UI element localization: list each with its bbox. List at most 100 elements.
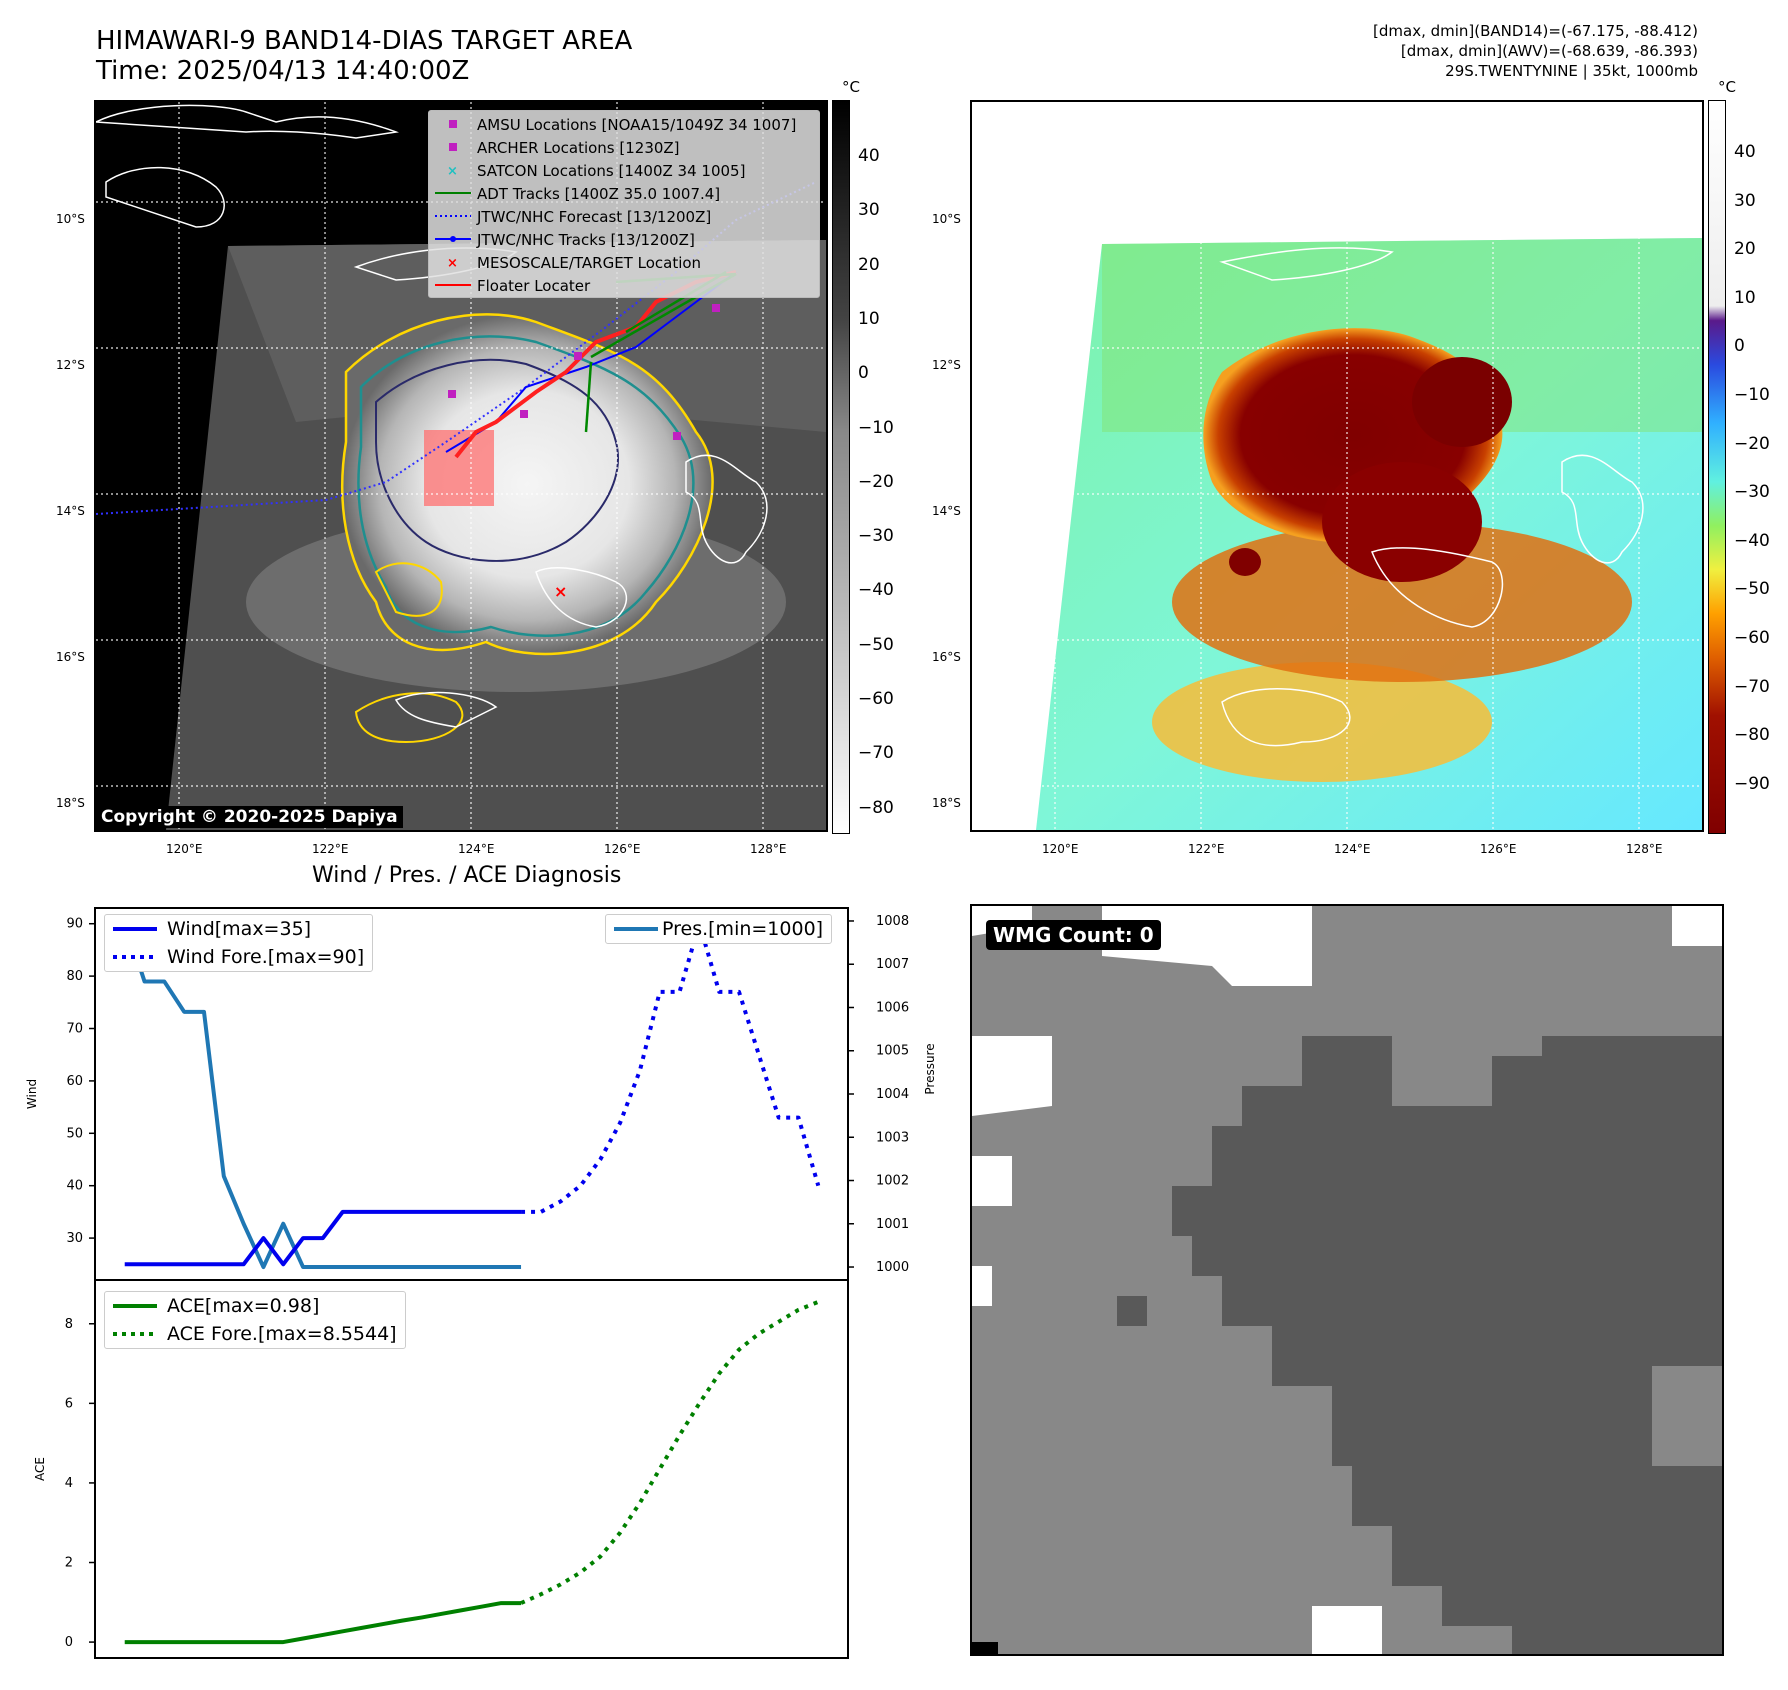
awv-map-image [972,102,1702,830]
wmg-panel [970,904,1724,1656]
legend-label: AMSU Locations [NOAA15/1049Z 34 1007] [477,115,797,134]
gray-colorbar-unit: °C [842,78,860,96]
legend-symbol: × [433,162,473,180]
map-legend-item: ADT Tracks [1400Z 35.0 1007.4] [429,182,819,205]
lat-label: 14°S [56,504,85,518]
pres-axis-label: Pressure [923,1043,937,1094]
ace-fore-legend-swatch [113,1332,157,1336]
lat-label: 12°S [932,358,961,372]
pres-line [122,920,522,1270]
lon-label: 120°E [1042,842,1079,856]
color-colorbar-tick: −30 [1734,482,1770,503]
ace-legend-swatch [113,1304,157,1308]
legend-symbol [433,116,473,134]
legend-label: Floater Locater [477,276,591,295]
lat-label: 10°S [932,212,961,226]
legend-symbol [433,231,473,249]
color-colorbar-tick: −10 [1734,385,1770,405]
legend-label: SATCON Locations [1400Z 34 1005] [477,161,746,180]
figure-title-line1: HIMAWARI-9 BAND14-DIAS TARGET AREA [96,26,633,56]
wmg-count-badge: WMG Count: 0 [986,920,1161,950]
pres-legend: Pres.[min=1000] [605,914,833,944]
map-legend-item: Floater Locater [429,274,819,297]
copyright-label: Copyright © 2020-2025 Dapiya [96,806,403,828]
gray-colorbar-tick: −40 [858,580,894,601]
legend-label: JTWC/NHC Forecast [13/1200Z] [477,207,712,226]
color-colorbar-tick: −40 [1734,530,1770,551]
color-colorbar-tick: 0 [1734,336,1745,357]
ir-map-panel: × AMSU Locations [NOAA15/1049Z 34 1007] A… [94,100,828,832]
gray-colorbar-tick: −70 [858,743,894,764]
legend-symbol [433,277,473,295]
wind-fore-legend-swatch [113,955,157,959]
legend-label: MESOSCALE/TARGET Location [477,253,702,272]
diagnosis-title: Wind / Pres. / ACE Diagnosis [312,863,622,888]
gray-colorbar-tick: −60 [858,689,894,709]
ace-line [124,1601,522,1645]
svg-text:×: × [447,256,458,268]
legend-label: ADT Tracks [1400Z 35.0 1007.4] [477,184,721,203]
pres-ytick-label: 1003 [876,1130,909,1145]
color-colorbar-tick: −90 [1734,773,1770,794]
wind-axis-label: Wind [25,1079,39,1109]
gray-colorbar [832,100,850,834]
legend-label: ARCHER Locations [1230Z] [477,138,680,157]
lon-label: 126°E [604,842,641,856]
gray-colorbar-tick: −50 [858,634,894,655]
wind-ytick-label: 50 [66,1126,83,1141]
ir-map-image: × [96,102,826,830]
color-colorbar-tick: −60 [1734,628,1770,648]
lon-label: 126°E [1480,842,1517,856]
color-colorbar-tick: −20 [1734,433,1770,454]
legend-symbol [433,208,473,226]
lon-label: 128°E [750,842,787,856]
color-colorbar [1708,100,1726,834]
map-legend-item: AMSU Locations [NOAA15/1049Z 34 1007] [429,113,819,136]
color-colorbar-tick: 30 [1734,190,1756,211]
gray-colorbar-tick: −30 [858,526,894,547]
ace-ytick-label: 2 [65,1556,73,1571]
legend-symbol [433,185,473,203]
color-colorbar-tick: 40 [1734,142,1756,162]
pres-ytick-label: 1000 [876,1260,909,1275]
color-colorbar-unit: °C [1718,78,1736,96]
lon-label: 124°E [1334,842,1371,856]
map-legend-item: ARCHER Locations [1230Z] [429,136,819,159]
lon-label: 122°E [1188,842,1225,856]
lat-label: 16°S [56,650,85,664]
figure-title-line2: Time: 2025/04/13 14:40:00Z [96,56,470,86]
ace-axis-label: ACE [33,1457,47,1481]
awv-map-panel [970,100,1704,832]
svg-text:×: × [554,582,567,601]
svg-text:×: × [447,164,458,176]
wind-ytick-label: 30 [66,1231,83,1246]
ace-ytick-label: 0 [65,1635,73,1650]
color-colorbar-tick: −80 [1734,725,1770,746]
gray-colorbar-tick: −80 [858,797,894,818]
pres-ytick-label: 1006 [876,1000,909,1015]
gray-colorbar-tick: 20 [858,254,880,275]
ace-ytick-label: 8 [65,1317,73,1332]
lat-label: 16°S [932,650,961,664]
ace-forecast-line [520,1300,820,1605]
wmg-image [972,906,1722,1654]
ace-ytick-label: 6 [65,1396,73,1411]
storm-info: 29S.TWENTYNINE | 35kt, 1000mb [1445,62,1698,80]
lon-label: 122°E [312,842,349,856]
dmax-awv: [dmax, dmin](AWV)=(-68.639, -86.393) [1400,42,1698,60]
ace-ytick-label: 4 [65,1476,73,1491]
lat-label: 12°S [56,358,85,372]
color-colorbar-tick: 20 [1734,239,1756,260]
map-legend-item: JTWC/NHC Forecast [13/1200Z] [429,205,819,228]
lat-label: 10°S [56,212,85,226]
lon-label: 128°E [1626,842,1663,856]
wind-legend-label: Wind[max=35] [167,918,312,940]
wind-legend-swatch [113,927,157,931]
lon-label: 120°E [166,842,203,856]
pres-legend-label: Pres.[min=1000] [662,918,824,940]
map-legend-item: JTWC/NHC Tracks [13/1200Z] [429,228,819,251]
diagnosis-chart: 3040506070809010001001100210031004100510… [25,907,937,1659]
color-colorbar-tick: 10 [1734,287,1756,308]
gray-colorbar-tick: −10 [858,417,894,438]
wind-ytick-label: 40 [66,1179,83,1194]
